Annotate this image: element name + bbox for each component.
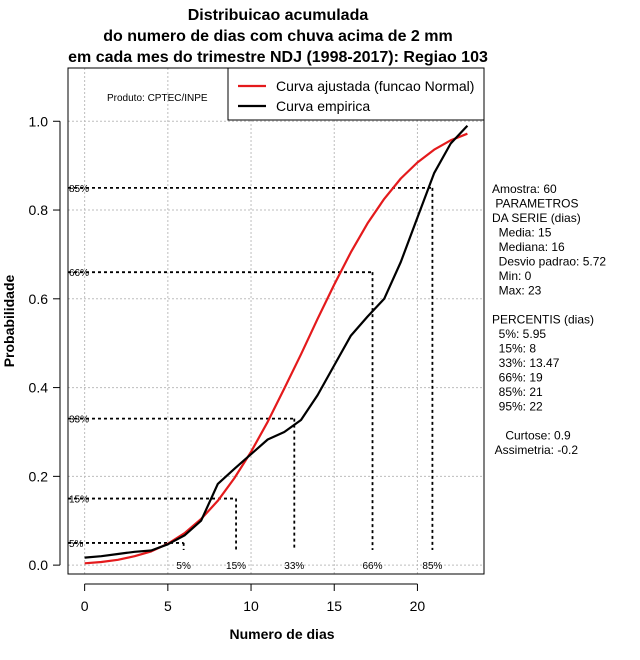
percentile-x-label: 5% xyxy=(176,561,191,572)
y-tick-label: 0.6 xyxy=(29,291,49,307)
side-stat-line: Assimetria: -0.2 xyxy=(492,443,578,457)
side-stat-line: PARAMETROS xyxy=(492,197,578,211)
side-stat-line: Desvio padrao: 5.72 xyxy=(492,255,606,269)
percentile-y-label: 85% xyxy=(69,184,89,195)
y-tick-label: 0.0 xyxy=(29,557,49,573)
percentile-x-label: 33% xyxy=(284,561,304,572)
x-axis-label: Numero de dias xyxy=(229,626,334,642)
side-stat-line: Min: 0 xyxy=(492,269,532,283)
x-tick-label: 0 xyxy=(81,598,89,614)
x-tick-label: 10 xyxy=(243,598,259,614)
product-label: Produto: CPTEC/INPE xyxy=(107,93,208,104)
side-stat-line: 33%: 13.47 xyxy=(492,356,560,370)
side-stat-line: Max: 23 xyxy=(492,284,542,298)
side-stat-line: 85%: 21 xyxy=(492,385,543,399)
side-stat-line: Mediana: 16 xyxy=(492,240,565,254)
legend-label: Curva ajustada (funcao Normal) xyxy=(276,78,474,94)
legend-box xyxy=(227,67,485,121)
y-tick-label: 1.0 xyxy=(29,113,49,129)
percentile-y-label: 66% xyxy=(69,268,89,279)
legend-label: Curva empirica xyxy=(276,98,370,114)
fitted-normal-curve xyxy=(84,132,468,565)
y-axis-label: Probabilidade xyxy=(1,275,17,368)
chart-title-line: do numero de dias com chuva acima de 2 m… xyxy=(103,28,452,45)
y-tick-label: 0.2 xyxy=(29,468,49,484)
side-stat-line: Curtose: 0.9 xyxy=(492,429,571,443)
percentile-x-label: 85% xyxy=(422,561,442,572)
x-tick-label: 15 xyxy=(326,598,342,614)
empirical-curve xyxy=(84,124,469,559)
x-tick-label: 5 xyxy=(164,598,172,614)
chart-title-line: Distribuicao acumulada xyxy=(188,7,369,24)
percentile-y-label: 5% xyxy=(69,539,84,550)
side-stat-line: PERCENTIS (dias) xyxy=(492,313,594,327)
y-tick-label: 0.4 xyxy=(29,380,49,396)
side-stat-line: 66%: 19 xyxy=(492,371,543,385)
y-tick-label: 0.8 xyxy=(29,202,49,218)
percentile-y-label: 33% xyxy=(69,415,89,426)
side-stat-line: 5%: 5.95 xyxy=(492,327,546,341)
side-stat-line: Media: 15 xyxy=(492,226,552,240)
x-tick-label: 20 xyxy=(410,598,426,614)
percentile-x-label: 66% xyxy=(363,561,383,572)
side-stat-line: 95%: 22 xyxy=(492,400,543,414)
percentile-x-label: 15% xyxy=(226,561,246,572)
side-stat-line: 15%: 8 xyxy=(492,342,536,356)
percentile-y-label: 15% xyxy=(69,495,89,506)
side-stat-line: DA SERIE (dias) xyxy=(492,211,581,225)
chart-title-line: em cada mes do trimestre NDJ (1998-2017)… xyxy=(68,49,488,66)
side-stat-line: Amostra: 60 xyxy=(492,182,557,196)
